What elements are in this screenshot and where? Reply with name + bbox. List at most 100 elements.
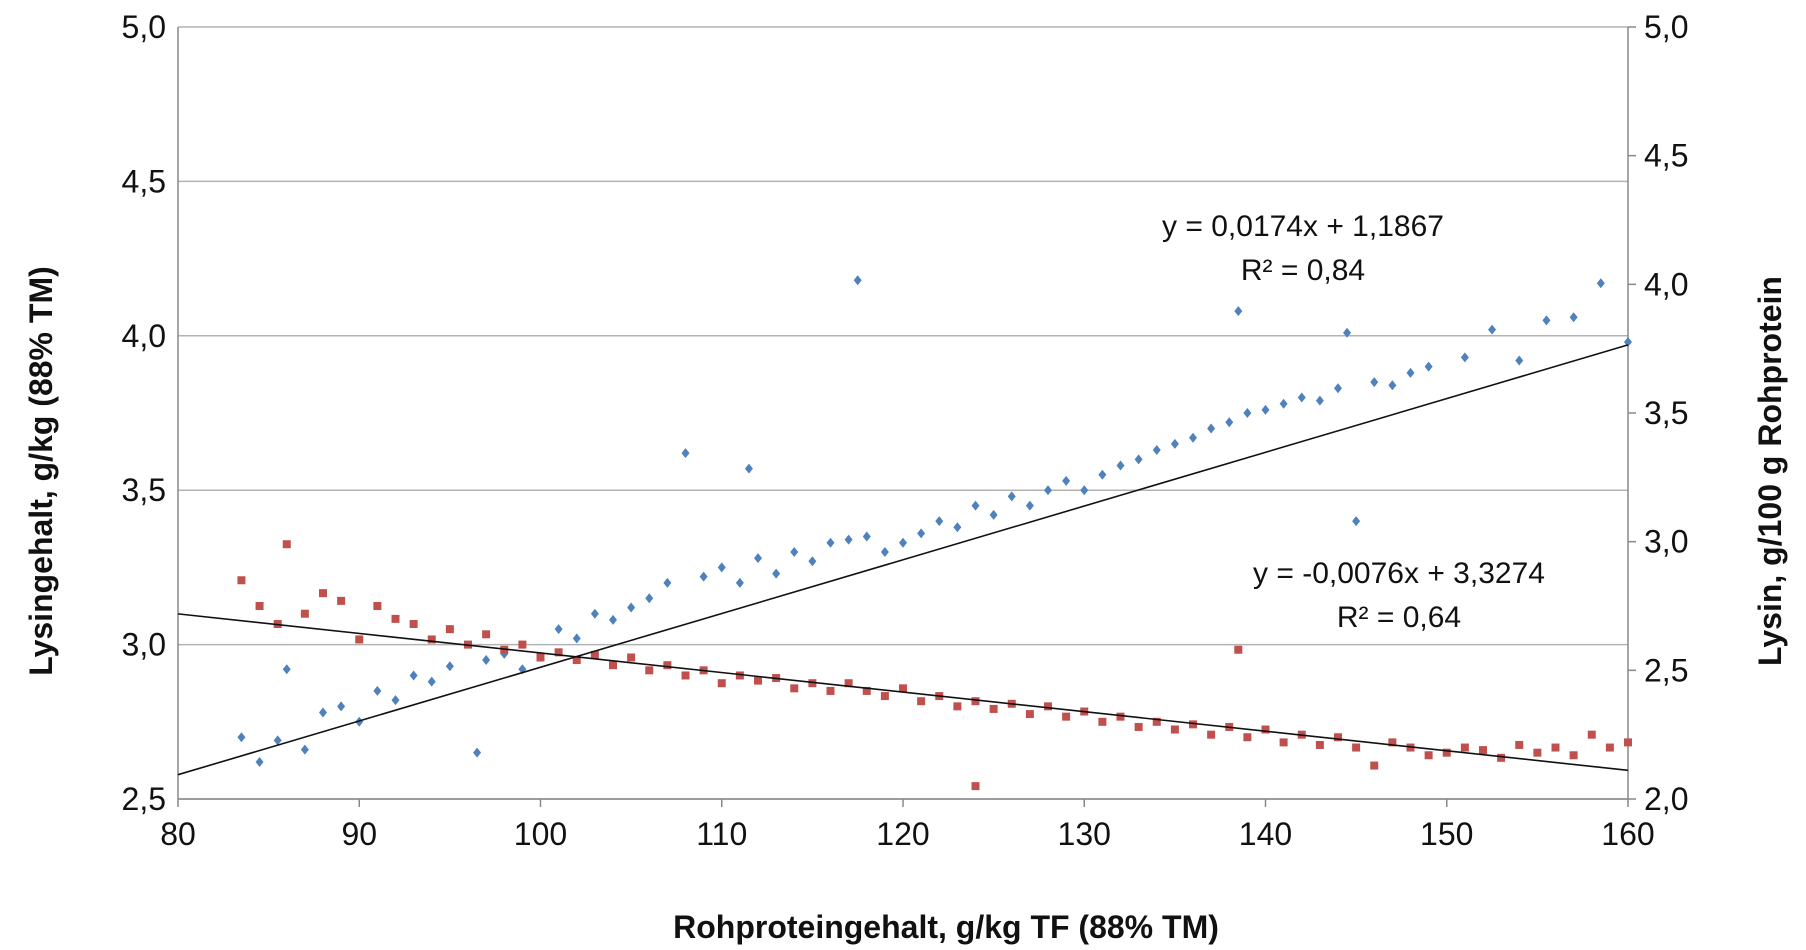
data-point-diamond: [427, 676, 436, 687]
data-point-square: [1587, 730, 1596, 739]
data-point-diamond: [409, 670, 418, 681]
x-axis-title: Rohproteingehalt, g/kg TF (88% TM): [673, 909, 1219, 945]
data-point-square: [427, 635, 436, 644]
y-tick-label: 4,5: [122, 163, 166, 199]
data-point-diamond: [826, 537, 835, 548]
data-point-square: [1152, 717, 1161, 726]
data-point-diamond: [482, 655, 491, 666]
data-point-diamond: [808, 556, 817, 567]
data-point-diamond: [1134, 454, 1143, 465]
data-point-square: [754, 676, 762, 685]
data-point-diamond: [899, 537, 907, 548]
data-point-diamond: [572, 633, 581, 644]
data-point-diamond: [772, 568, 781, 579]
data-point-square: [355, 635, 364, 644]
y2-tick-label: 4,0: [1644, 266, 1688, 302]
data-point-diamond: [627, 602, 636, 613]
data-point-square: [1044, 702, 1052, 711]
data-point-diamond: [1343, 327, 1352, 338]
data-point-diamond: [681, 448, 690, 459]
data-point-diamond: [953, 522, 962, 533]
x-tick-label: 110: [696, 816, 747, 852]
data-point-square: [337, 596, 346, 605]
data-point-square: [808, 679, 817, 688]
data-point-diamond: [237, 732, 246, 743]
data-point-square: [844, 679, 853, 688]
x-tick-label: 130: [1058, 816, 1111, 852]
data-point-diamond: [337, 701, 346, 712]
trendline-blue-r2: R² = 0,84: [1241, 254, 1365, 287]
y-tick-label: 4,0: [122, 318, 166, 354]
data-point-square: [1243, 733, 1252, 742]
trendline-red-equation: y = -0,0076x + 3,3274: [1253, 557, 1545, 590]
data-point-square: [1234, 645, 1243, 654]
data-point-diamond: [1080, 485, 1089, 496]
data-point-square: [536, 653, 545, 662]
data-point-square: [1605, 743, 1614, 752]
data-point-square: [1279, 738, 1288, 747]
data-point-square: [1497, 753, 1506, 762]
data-point-square: [1533, 748, 1542, 757]
data-point-square: [1116, 712, 1125, 721]
data-point-square: [899, 684, 907, 693]
data-point-square: [1551, 743, 1560, 752]
x-tick-label: 90: [341, 816, 377, 852]
data-point-square: [971, 782, 980, 791]
data-point-square: [826, 686, 835, 695]
y2-tick-label: 3,5: [1644, 395, 1688, 431]
data-point-square: [1424, 751, 1433, 760]
data-point-diamond: [844, 534, 853, 545]
data-point-square: [1569, 751, 1578, 760]
data-point-square: [1479, 746, 1487, 755]
data-point-square: [1370, 761, 1379, 770]
data-point-square: [237, 576, 246, 585]
data-point-diamond: [989, 509, 998, 520]
data-point-diamond: [1098, 469, 1107, 480]
y2-tick-label: 4,5: [1644, 138, 1688, 174]
data-point-diamond: [1315, 395, 1324, 406]
data-point-square: [572, 656, 581, 665]
data-point-diamond: [744, 463, 753, 474]
y2-axis-title: Lysin, g/100 g Rohprotein: [1752, 276, 1788, 666]
trendline-1: [177, 613, 1629, 772]
x-tick-label: 120: [876, 816, 929, 852]
data-point-diamond: [1624, 336, 1632, 347]
data-point-square: [717, 679, 726, 688]
data-point-diamond: [590, 608, 599, 619]
data-point-square: [373, 602, 382, 610]
data-point-diamond: [1352, 516, 1361, 527]
data-point-square: [609, 661, 617, 670]
data-point-square: [319, 589, 327, 598]
data-point-square: [1170, 725, 1179, 734]
data-point-diamond: [300, 744, 309, 755]
data-point-diamond: [282, 664, 291, 675]
data-point-square: [735, 671, 744, 680]
data-point-square: [880, 692, 889, 701]
data-point-diamond: [473, 747, 482, 758]
data-point-diamond: [971, 500, 980, 511]
data-point-diamond: [1334, 383, 1342, 394]
data-point-square: [627, 653, 636, 662]
data-point-square: [1134, 722, 1143, 731]
data-point-square: [1261, 725, 1270, 734]
y-axis-title: Lysingehalt, g/kg (88% TM): [23, 266, 59, 676]
data-point-diamond: [1062, 475, 1071, 486]
data-point-diamond: [1370, 377, 1379, 388]
data-point-diamond: [1488, 324, 1497, 335]
data-point-diamond: [862, 531, 871, 542]
plot-frame: [177, 26, 1636, 807]
data-point-diamond: [1189, 432, 1197, 443]
data-point-square: [1062, 712, 1071, 721]
data-point-square: [917, 697, 926, 706]
data-point-diamond: [1424, 361, 1433, 372]
data-point-diamond: [1406, 367, 1415, 378]
series-0: [237, 275, 1632, 767]
data-point-diamond: [1243, 408, 1252, 418]
x-tick-label: 150: [1420, 816, 1473, 852]
data-point-square: [663, 661, 672, 670]
y2-tick-label: 3,0: [1644, 524, 1688, 560]
data-point-square: [282, 540, 291, 549]
data-point-diamond: [790, 546, 799, 557]
